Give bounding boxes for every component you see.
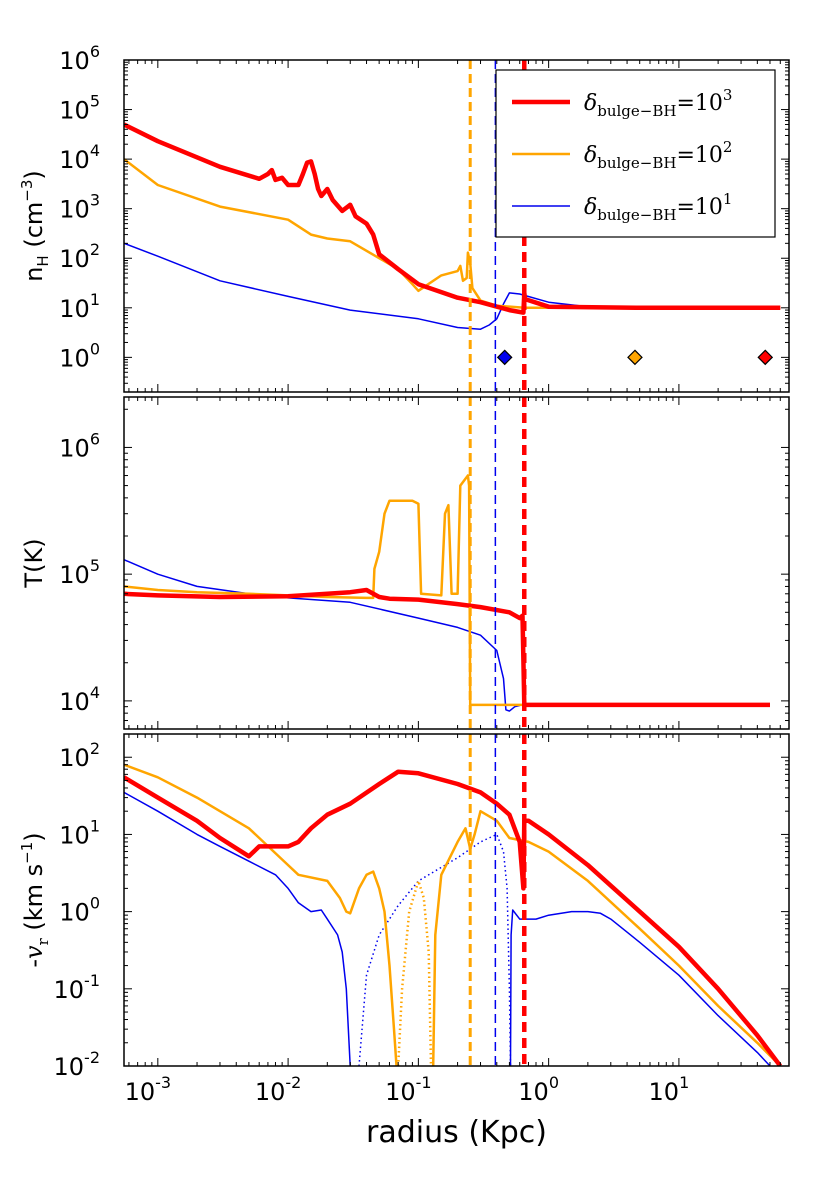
ytick-label-temperature-0: 104: [59, 683, 100, 716]
ylabel-density: nH (cm−3): [18, 170, 52, 282]
plot-area: [124, 60, 783, 1066]
series-line-velocity-5: [431, 809, 782, 1066]
ytick-label-density-5: 105: [59, 92, 100, 125]
panel-frame-temperature: [123, 396, 790, 730]
series-line-temperature-2: [124, 587, 770, 708]
ytick-label-velocity-0: 10-2: [54, 1048, 101, 1081]
ytick-label-velocity-3: 101: [59, 816, 100, 849]
legend-label-2: δbulge−BH=101: [584, 190, 732, 224]
series-line-density-0: [124, 242, 781, 330]
x-axis-label: radius (Kpc): [366, 1115, 547, 1150]
legend-label-1: δbulge−BH=102: [584, 138, 732, 172]
series-line-velocity-0: [124, 791, 351, 1066]
ytick-label-velocity-4: 102: [59, 739, 100, 772]
panel-velocity-series: [124, 734, 783, 1066]
ytick-label-density-4: 104: [59, 141, 100, 174]
axes: [123, 59, 790, 1067]
ytick-label-density-3: 103: [59, 191, 100, 224]
series-line-velocity-1: [358, 833, 512, 1066]
ylabel-temperature: T(K): [20, 538, 48, 588]
ytick-label-temperature-2: 106: [59, 429, 100, 462]
series-line-temperature-0: [124, 559, 520, 712]
ytick-label-temperature-1: 105: [59, 556, 100, 589]
ytick-label-density-0: 100: [59, 339, 100, 372]
xtick-label-1: 10-2: [255, 1073, 302, 1106]
panel-temperature-series: [124, 397, 770, 729]
ytick-label-density-1: 101: [59, 290, 100, 323]
series-line-density-2: [124, 122, 781, 315]
series-line-velocity-6: [124, 769, 783, 1066]
marker-diamond-0: [496, 349, 513, 366]
xtick-label-2: 10-1: [385, 1073, 432, 1106]
legend: δbulge−BH=103 δbulge−BH=102 δbulge−BH=101: [495, 69, 776, 238]
series-line-temperature-1: [124, 474, 525, 707]
xtick-label-3: 100: [518, 1073, 559, 1106]
xtick-label-0: 10-3: [125, 1073, 172, 1106]
panel-frame-velocity: [123, 733, 790, 1067]
ytick-label-density-6: 106: [59, 42, 100, 75]
marker-diamond-2: [757, 349, 774, 366]
marker-diamond-1: [627, 349, 643, 366]
panel-frame-density: [123, 59, 790, 393]
ytick-label-density-2: 102: [59, 240, 100, 273]
series-line-velocity-3: [124, 763, 398, 1066]
series-line-velocity-4: [396, 879, 433, 1066]
ytick-label-velocity-1: 10-1: [54, 971, 101, 1004]
ylabel-velocity: -vr (km s−1): [18, 832, 52, 967]
ytick-label-velocity-2: 100: [59, 894, 100, 927]
xtick-label-4: 101: [649, 1073, 690, 1106]
series-line-velocity-2: [509, 909, 771, 1066]
legend-label-0: δbulge−BH=103: [584, 86, 732, 120]
